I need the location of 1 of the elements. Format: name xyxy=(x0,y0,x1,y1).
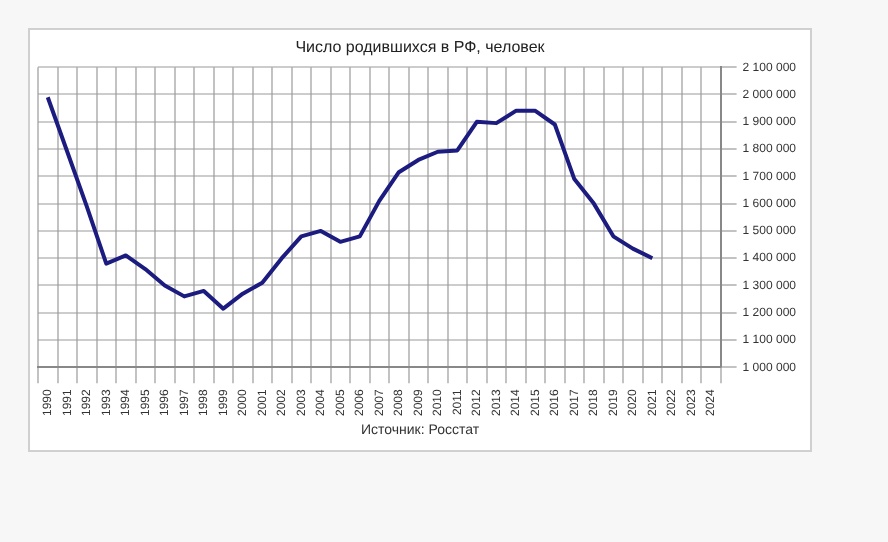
chart-title: Число родившихся в РФ, человек xyxy=(293,38,547,56)
